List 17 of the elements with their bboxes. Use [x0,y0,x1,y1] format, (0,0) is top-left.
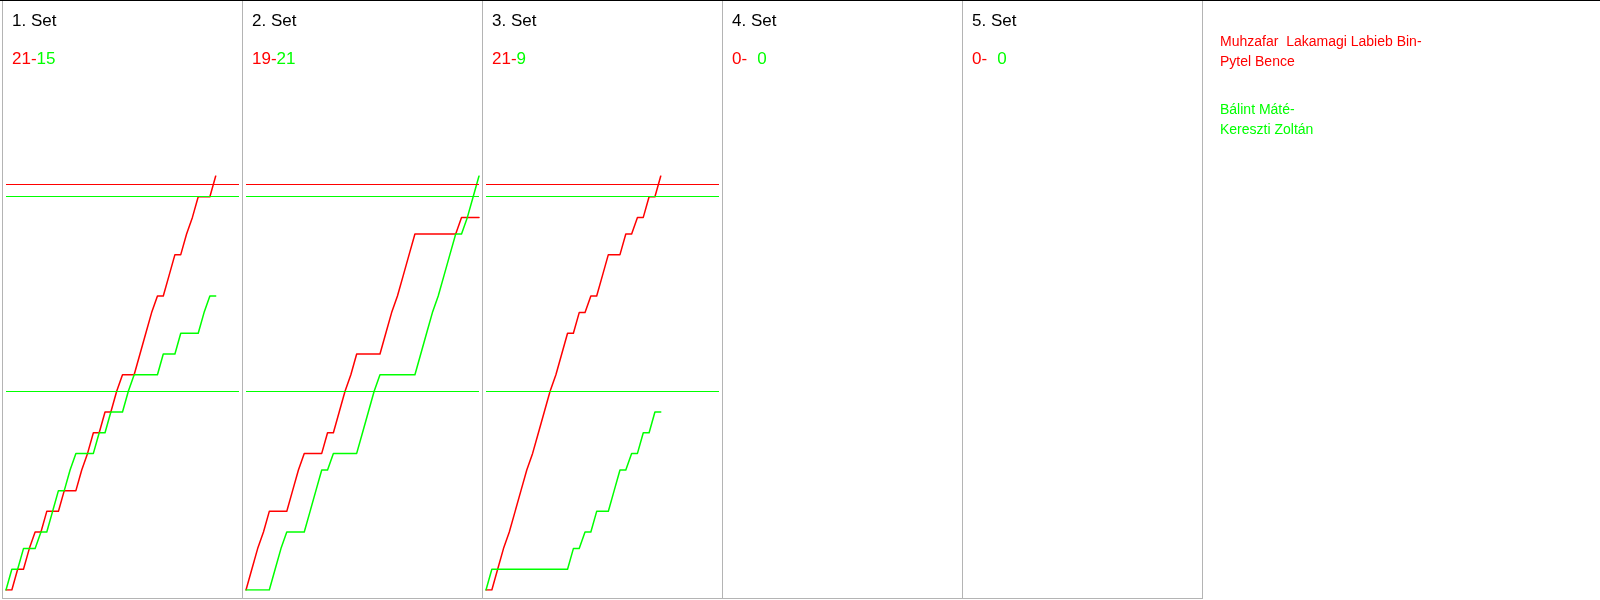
text: 9 [516,49,527,68]
text: 21- [492,49,517,68]
text: 0 [757,49,767,68]
text: Bálint Máté-Kereszti Zoltán [1220,100,1315,139]
chart-title: 1. Set [12,11,57,31]
chart-title: 2. Set [252,11,297,31]
text: 0- [732,49,748,68]
text: Muhzafar Lakamagi Labieb Bin-Pytel Bence [1220,32,1422,71]
text: 21 [276,49,296,68]
text: 0 [997,49,1007,68]
text: 0- [972,49,988,68]
text: 4. Set [732,11,777,31]
text: 15 [36,49,56,68]
text: 5. Set [972,11,1017,31]
text: 19- [252,49,277,68]
text: 21- [12,49,37,68]
chart-title: 3. Set [492,11,537,31]
